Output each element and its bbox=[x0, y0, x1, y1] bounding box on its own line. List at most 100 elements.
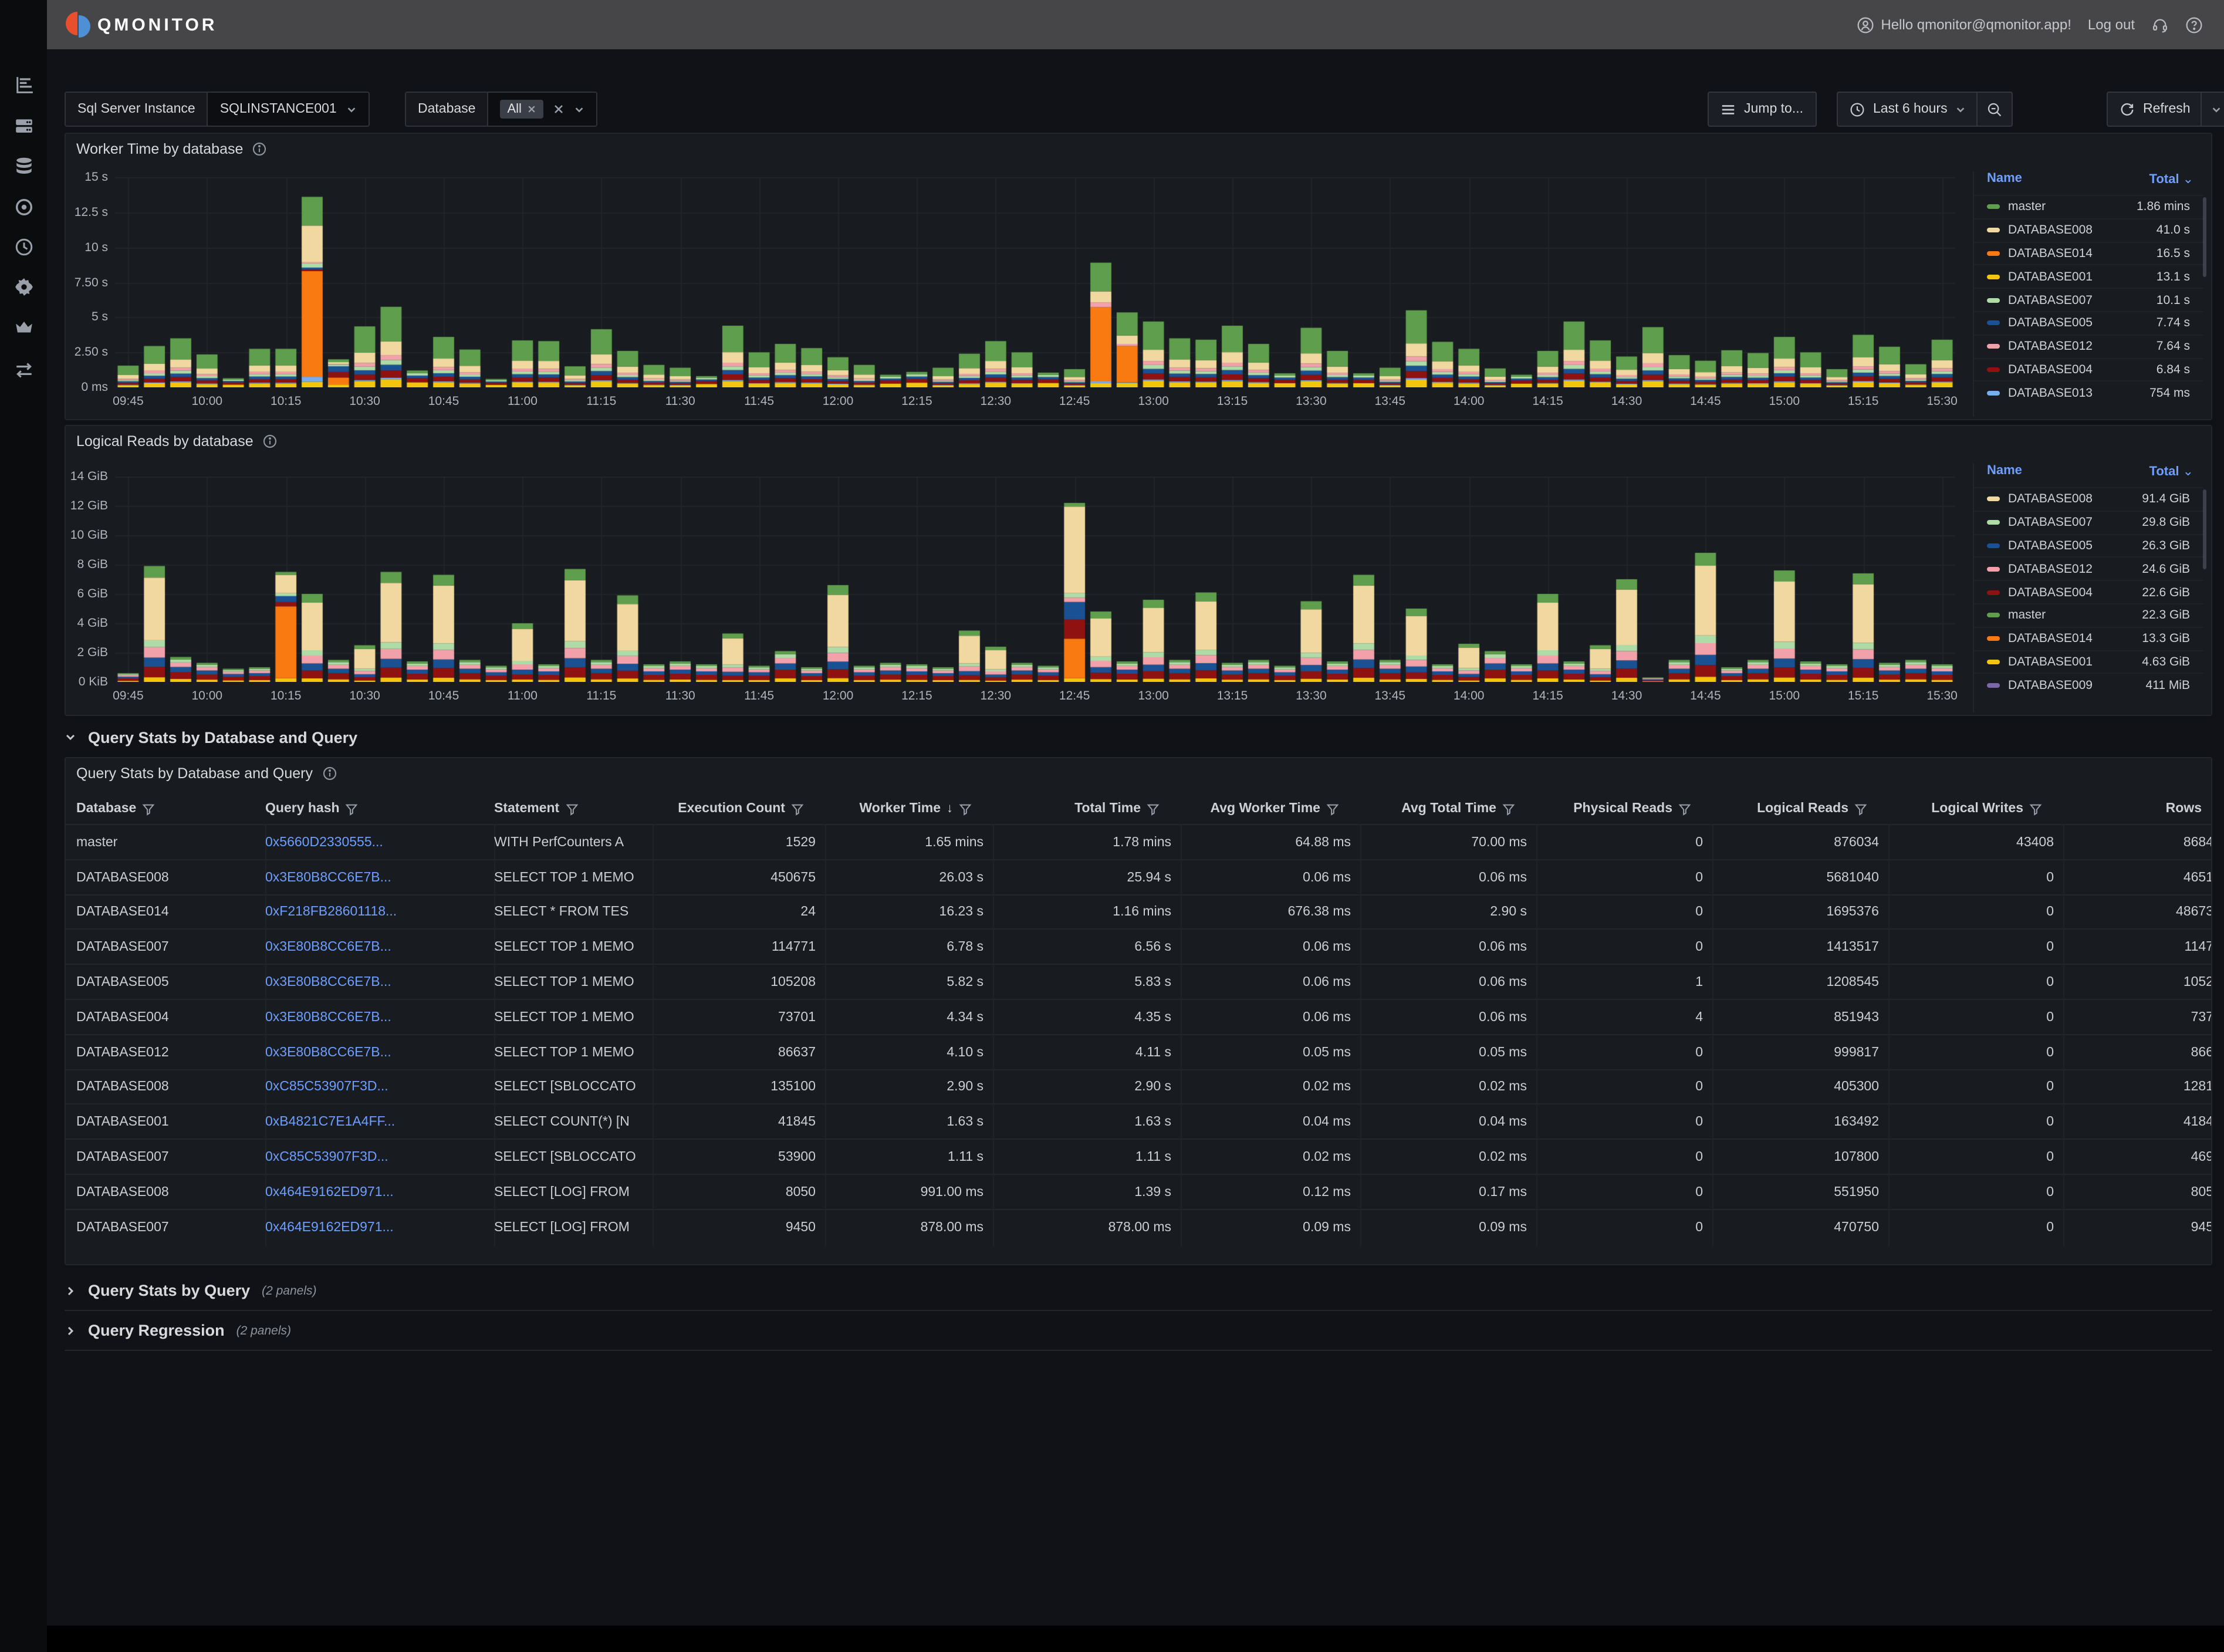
section-header-query-regression[interactable]: Query Regression (2 panels) bbox=[65, 1311, 2212, 1351]
filter-icon[interactable] bbox=[1854, 802, 1867, 815]
section-header-query-stats-db-query[interactable]: Query Stats by Database and Query bbox=[65, 722, 2212, 752]
legend-item-master[interactable]: master 22.3 GiB bbox=[1974, 603, 2203, 627]
refresh-interval-dropdown[interactable] bbox=[2201, 93, 2224, 126]
legend-total-header[interactable]: Total ⌄ bbox=[2149, 464, 2193, 487]
legend-name-header[interactable]: Name bbox=[1987, 171, 2022, 195]
filter-icon[interactable] bbox=[142, 802, 155, 815]
column-header-physical-reads[interactable]: Physical Reads bbox=[1573, 798, 1691, 819]
column-header-total-time[interactable]: Total Time bbox=[1074, 798, 1160, 819]
column-header-avg-total-time[interactable]: Avg Total Time bbox=[1401, 798, 1515, 819]
table-row[interactable]: DATABASE0050x3E80B8CC6E7B...SELECT TOP 1… bbox=[66, 964, 2211, 999]
sidebar-item-clock-icon[interactable] bbox=[14, 237, 34, 257]
support-headset-icon[interactable] bbox=[2151, 16, 2169, 33]
sidebar-item-gear-icon[interactable] bbox=[14, 277, 34, 297]
instance-filter-select[interactable]: SQLINSTANCE001 bbox=[208, 93, 369, 126]
cell-query-hash[interactable]: 0x464E9162ED971... bbox=[265, 1175, 485, 1210]
filter-icon[interactable] bbox=[791, 802, 804, 815]
legend-item-DATABASE004[interactable]: DATABASE004 6.84 s bbox=[1974, 357, 2203, 381]
column-header-statement[interactable]: Statement bbox=[494, 798, 578, 819]
cell-query-hash[interactable]: 0x3E80B8CC6E7B... bbox=[265, 965, 485, 1000]
time-range-picker[interactable]: Last 6 hours bbox=[1837, 92, 2013, 127]
info-icon[interactable] bbox=[322, 766, 336, 781]
cell-query-hash[interactable]: 0x3E80B8CC6E7B... bbox=[265, 1000, 485, 1035]
filter-icon[interactable] bbox=[1502, 802, 1515, 815]
legend-scrollbar[interactable] bbox=[2203, 489, 2206, 569]
legend-item-master[interactable]: master 1.86 mins bbox=[1974, 195, 2203, 218]
info-icon[interactable] bbox=[252, 142, 266, 156]
cell-query-hash[interactable]: 0x3E80B8CC6E7B... bbox=[265, 930, 485, 965]
column-header-logical-writes[interactable]: Logical Writes bbox=[1931, 798, 2042, 819]
column-header-database[interactable]: Database bbox=[76, 798, 155, 819]
table-row[interactable]: DATABASE0080xC85C53907F3D...SELECT [SBLO… bbox=[66, 1069, 2211, 1104]
cell-query-hash[interactable]: 0x3E80B8CC6E7B... bbox=[265, 1035, 485, 1070]
legend-item-DATABASE001[interactable]: DATABASE001 13.1 s bbox=[1974, 265, 2203, 288]
cell-query-hash[interactable]: 0xC85C53907F3D... bbox=[265, 1140, 485, 1175]
legend-item-DATABASE014[interactable]: DATABASE014 13.3 GiB bbox=[1974, 627, 2203, 650]
legend-scrollbar[interactable] bbox=[2203, 197, 2206, 277]
sidebar-item-servers-icon[interactable] bbox=[14, 116, 34, 136]
column-header-logical-reads[interactable]: Logical Reads bbox=[1757, 798, 1867, 819]
column-header-query-hash[interactable]: Query hash bbox=[265, 798, 359, 819]
legend-item-DATABASE007[interactable]: DATABASE007 10.1 s bbox=[1974, 288, 2203, 311]
info-icon[interactable] bbox=[263, 434, 277, 448]
logout-link[interactable]: Log out bbox=[2088, 16, 2135, 33]
filter-icon[interactable] bbox=[346, 802, 359, 815]
zoom-out-button[interactable] bbox=[1977, 93, 2012, 126]
cell-query-hash[interactable]: 0x3E80B8CC6E7B... bbox=[265, 860, 485, 896]
chevron-down-icon[interactable] bbox=[574, 104, 585, 114]
cell-query-hash[interactable]: 0xB4821C7E1A4FF... bbox=[265, 1105, 485, 1140]
table-row[interactable]: DATABASE0080x3E80B8CC6E7B...SELECT TOP 1… bbox=[66, 859, 2211, 894]
legend-item-DATABASE004[interactable]: DATABASE004 22.6 GiB bbox=[1974, 580, 2203, 603]
filter-icon[interactable] bbox=[1678, 802, 1691, 815]
help-icon[interactable] bbox=[2185, 16, 2203, 33]
sidebar-item-database-icon[interactable] bbox=[14, 156, 34, 176]
sidebar-item-bar-chart-icon[interactable] bbox=[14, 75, 34, 95]
filter-icon[interactable] bbox=[959, 802, 972, 815]
legend-item-DATABASE008[interactable]: DATABASE008 41.0 s bbox=[1974, 218, 2203, 242]
table-row[interactable]: DATABASE0070x464E9162ED971...SELECT [LOG… bbox=[66, 1209, 2211, 1244]
section-header-query-stats-by-query[interactable]: Query Stats by Query (2 panels) bbox=[65, 1271, 2212, 1311]
legend-item-DATABASE014[interactable]: DATABASE014 16.5 s bbox=[1974, 241, 2203, 265]
filter-icon[interactable] bbox=[1147, 802, 1160, 815]
column-header-execution-count[interactable]: Execution Count bbox=[678, 798, 804, 819]
database-filter-chip[interactable]: All bbox=[500, 100, 543, 119]
cell-query-hash[interactable]: 0x5660D2330555... bbox=[265, 825, 485, 860]
filter-icon[interactable] bbox=[1326, 802, 1339, 815]
legend-total-header[interactable]: Total ⌄ bbox=[2149, 171, 2193, 195]
chip-remove-icon[interactable] bbox=[528, 104, 537, 114]
table-row[interactable]: DATABASE0070xC85C53907F3D...SELECT [SBLO… bbox=[66, 1139, 2211, 1174]
table-row[interactable]: master0x5660D2330555...WITH PerfCounters… bbox=[66, 824, 2211, 859]
database-filter-select[interactable]: All bbox=[488, 93, 596, 126]
sidebar-item-crown-icon[interactable] bbox=[14, 318, 34, 338]
column-header-rows[interactable]: Rows bbox=[2166, 798, 2202, 819]
refresh-button[interactable]: Refresh bbox=[2107, 92, 2224, 127]
table-row[interactable]: DATABASE0080x464E9162ED971...SELECT [LOG… bbox=[66, 1174, 2211, 1209]
sidebar-item-record-icon[interactable] bbox=[14, 197, 34, 217]
cell-query-hash[interactable]: 0xF218FB28601118... bbox=[265, 895, 485, 930]
legend-item-DATABASE007[interactable]: DATABASE007 29.8 GiB bbox=[1974, 511, 2203, 534]
table-row[interactable]: DATABASE0140xF218FB28601118...SELECT * F… bbox=[66, 894, 2211, 929]
legend-item-DATABASE012[interactable]: DATABASE012 7.64 s bbox=[1974, 335, 2203, 358]
cell-query-hash[interactable]: 0x464E9162ED971... bbox=[265, 1210, 485, 1245]
column-header-avg-worker-time[interactable]: Avg Worker Time bbox=[1211, 798, 1340, 819]
legend-item-DATABASE009[interactable]: DATABASE009 411 MiB bbox=[1974, 673, 2203, 697]
table-row[interactable]: DATABASE0040x3E80B8CC6E7B...SELECT TOP 1… bbox=[66, 999, 2211, 1034]
legend-item-DATABASE013[interactable]: DATABASE013 754 ms bbox=[1974, 381, 2203, 404]
filter-icon[interactable] bbox=[2029, 802, 2042, 815]
brand-logo[interactable]: QMONITOR bbox=[66, 12, 217, 38]
legend-item-DATABASE001[interactable]: DATABASE001 4.63 GiB bbox=[1974, 650, 2203, 673]
legend-item-DATABASE012[interactable]: DATABASE012 24.6 GiB bbox=[1974, 557, 2203, 580]
column-header-worker-time[interactable]: Worker Time↓ bbox=[860, 798, 972, 819]
clear-filter-icon[interactable] bbox=[553, 103, 565, 115]
table-row[interactable]: DATABASE0120x3E80B8CC6E7B...SELECT TOP 1… bbox=[66, 1034, 2211, 1069]
table-row[interactable]: DATABASE0070x3E80B8CC6E7B...SELECT TOP 1… bbox=[66, 929, 2211, 964]
filter-icon[interactable] bbox=[565, 802, 578, 815]
sidebar-item-swap-arrows-icon[interactable] bbox=[14, 360, 34, 380]
jump-to-button[interactable]: Jump to... bbox=[1708, 92, 1816, 127]
cell-query-hash[interactable]: 0xC85C53907F3D... bbox=[265, 1070, 485, 1105]
legend-name-header[interactable]: Name bbox=[1987, 464, 2022, 487]
table-row[interactable]: DATABASE0010xB4821C7E1A4FF...SELECT COUN… bbox=[66, 1104, 2211, 1139]
legend-item-DATABASE005[interactable]: DATABASE005 7.74 s bbox=[1974, 311, 2203, 335]
legend-item-DATABASE008[interactable]: DATABASE008 91.4 GiB bbox=[1974, 487, 2203, 511]
legend-item-DATABASE005[interactable]: DATABASE005 26.3 GiB bbox=[1974, 533, 2203, 557]
